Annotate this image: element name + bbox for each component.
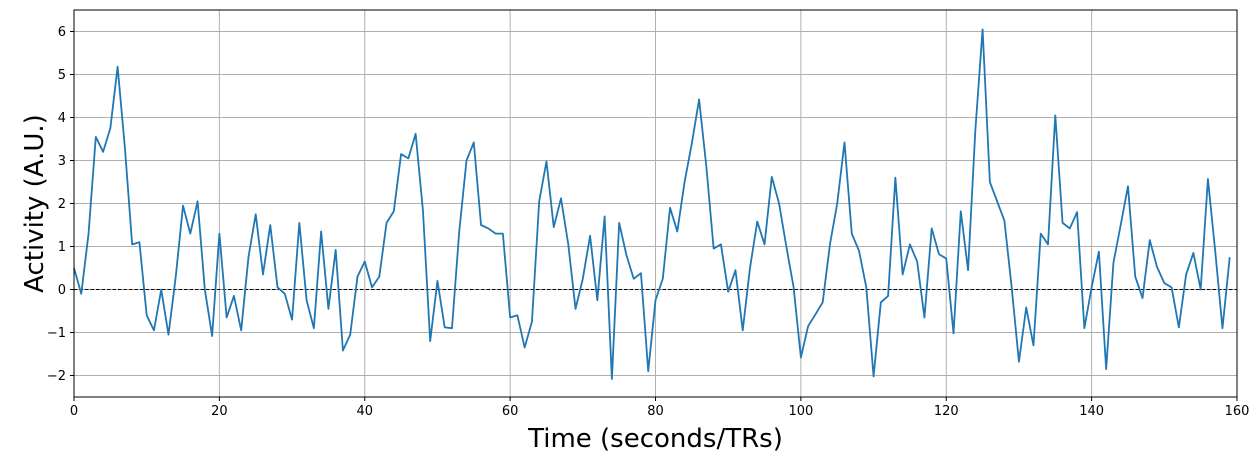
series-layer xyxy=(73,28,1231,380)
x-axis-label: Time (seconds/TRs) xyxy=(527,424,783,454)
y-tick-label: −2 xyxy=(47,369,66,384)
y-axis-ticks: −2 −1 0 1 2 3 4 5 6 xyxy=(47,25,74,384)
x-tick-label: 120 xyxy=(934,404,959,419)
y-axis-label: Activity (A.U.) xyxy=(20,114,50,293)
x-tick-label: 140 xyxy=(1079,404,1104,419)
grid-lines xyxy=(73,10,1238,397)
y-tick-label: 4 xyxy=(58,111,66,126)
x-tick-label: 100 xyxy=(788,404,813,419)
y-tick-label: −1 xyxy=(47,326,66,341)
y-tick-label: 1 xyxy=(58,240,66,255)
x-tick-label: 0 xyxy=(70,404,78,419)
y-tick-label: 0 xyxy=(58,283,66,298)
y-tick-label: 6 xyxy=(58,25,66,40)
x-tick-label: 60 xyxy=(502,404,519,419)
x-tick-label: 40 xyxy=(356,404,373,419)
x-axis-ticks: 0 20 40 60 80 100 120 140 160 xyxy=(70,397,1250,419)
y-tick-label: 3 xyxy=(58,154,66,169)
x-tick-label: 80 xyxy=(647,404,664,419)
y-tick-label: 2 xyxy=(58,197,66,212)
activity-series-line xyxy=(73,28,1231,380)
y-tick-label: 5 xyxy=(58,68,66,83)
x-tick-label: 160 xyxy=(1225,404,1250,419)
x-tick-label: 20 xyxy=(211,404,228,419)
